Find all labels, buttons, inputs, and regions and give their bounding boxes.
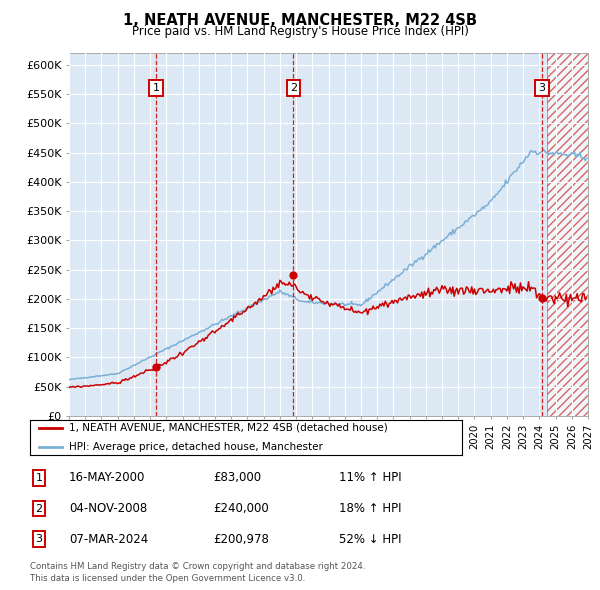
Text: 3: 3 (539, 83, 545, 93)
Bar (547, 53, 588, 416)
Text: 3: 3 (35, 535, 43, 544)
Text: 11% ↑ HPI: 11% ↑ HPI (339, 471, 401, 484)
Text: Contains HM Land Registry data © Crown copyright and database right 2024.
This d: Contains HM Land Registry data © Crown c… (30, 562, 365, 583)
Text: 1: 1 (35, 473, 43, 483)
Text: £83,000: £83,000 (213, 471, 261, 484)
Text: 1, NEATH AVENUE, MANCHESTER, M22 4SB: 1, NEATH AVENUE, MANCHESTER, M22 4SB (123, 13, 477, 28)
Text: 18% ↑ HPI: 18% ↑ HPI (339, 502, 401, 515)
Text: HPI: Average price, detached house, Manchester: HPI: Average price, detached house, Manc… (69, 442, 323, 451)
Text: 16-MAY-2000: 16-MAY-2000 (69, 471, 145, 484)
Text: 1: 1 (152, 83, 160, 93)
Text: Price paid vs. HM Land Registry's House Price Index (HPI): Price paid vs. HM Land Registry's House … (131, 25, 469, 38)
Text: 52% ↓ HPI: 52% ↓ HPI (339, 533, 401, 546)
Text: 1, NEATH AVENUE, MANCHESTER, M22 4SB (detached house): 1, NEATH AVENUE, MANCHESTER, M22 4SB (de… (69, 423, 388, 433)
Text: £200,978: £200,978 (213, 533, 269, 546)
Text: £240,000: £240,000 (213, 502, 269, 515)
Text: 2: 2 (35, 504, 43, 513)
Text: 04-NOV-2008: 04-NOV-2008 (69, 502, 147, 515)
Text: 07-MAR-2024: 07-MAR-2024 (69, 533, 148, 546)
Text: 2: 2 (290, 83, 297, 93)
